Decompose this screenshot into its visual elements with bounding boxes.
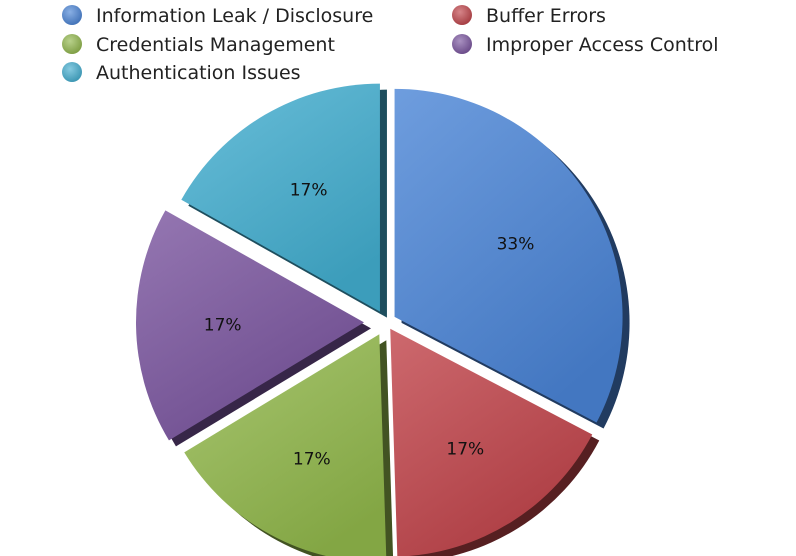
pie-slice <box>184 334 387 556</box>
legend-marker <box>62 62 82 82</box>
data-label: 17% <box>293 450 331 470</box>
legend-marker <box>452 5 472 25</box>
pie-slice-group: 17% <box>136 210 372 447</box>
legend-marker <box>452 34 472 54</box>
data-label: 33% <box>497 235 535 255</box>
legend: Information Leak / Disclosure Buffer Erro… <box>62 5 719 84</box>
legend-label: Improper Access Control <box>486 34 719 56</box>
pie-slice <box>181 83 380 312</box>
pie-slice-group: 33% <box>394 88 630 429</box>
pie-slice-group: 17% <box>181 83 387 318</box>
legend-label: Authentication Issues <box>96 62 301 84</box>
legend-label: Information Leak / Disclosure <box>96 5 373 27</box>
pie-slice <box>136 210 365 441</box>
legend-marker <box>62 5 82 25</box>
data-label: 17% <box>290 181 328 201</box>
data-label: 17% <box>204 316 242 336</box>
pie: 33% 17% 17% 17% 17% <box>136 83 630 556</box>
legend-label: Credentials Management <box>96 34 335 56</box>
pie-slice <box>390 328 593 556</box>
pie-slice-group: 17% <box>184 334 394 556</box>
data-label: 17% <box>446 440 484 460</box>
legend-label: Buffer Errors <box>486 5 606 27</box>
pie-slice-group: 17% <box>390 328 600 556</box>
legend-marker <box>62 34 82 54</box>
pie-slice <box>394 88 623 423</box>
